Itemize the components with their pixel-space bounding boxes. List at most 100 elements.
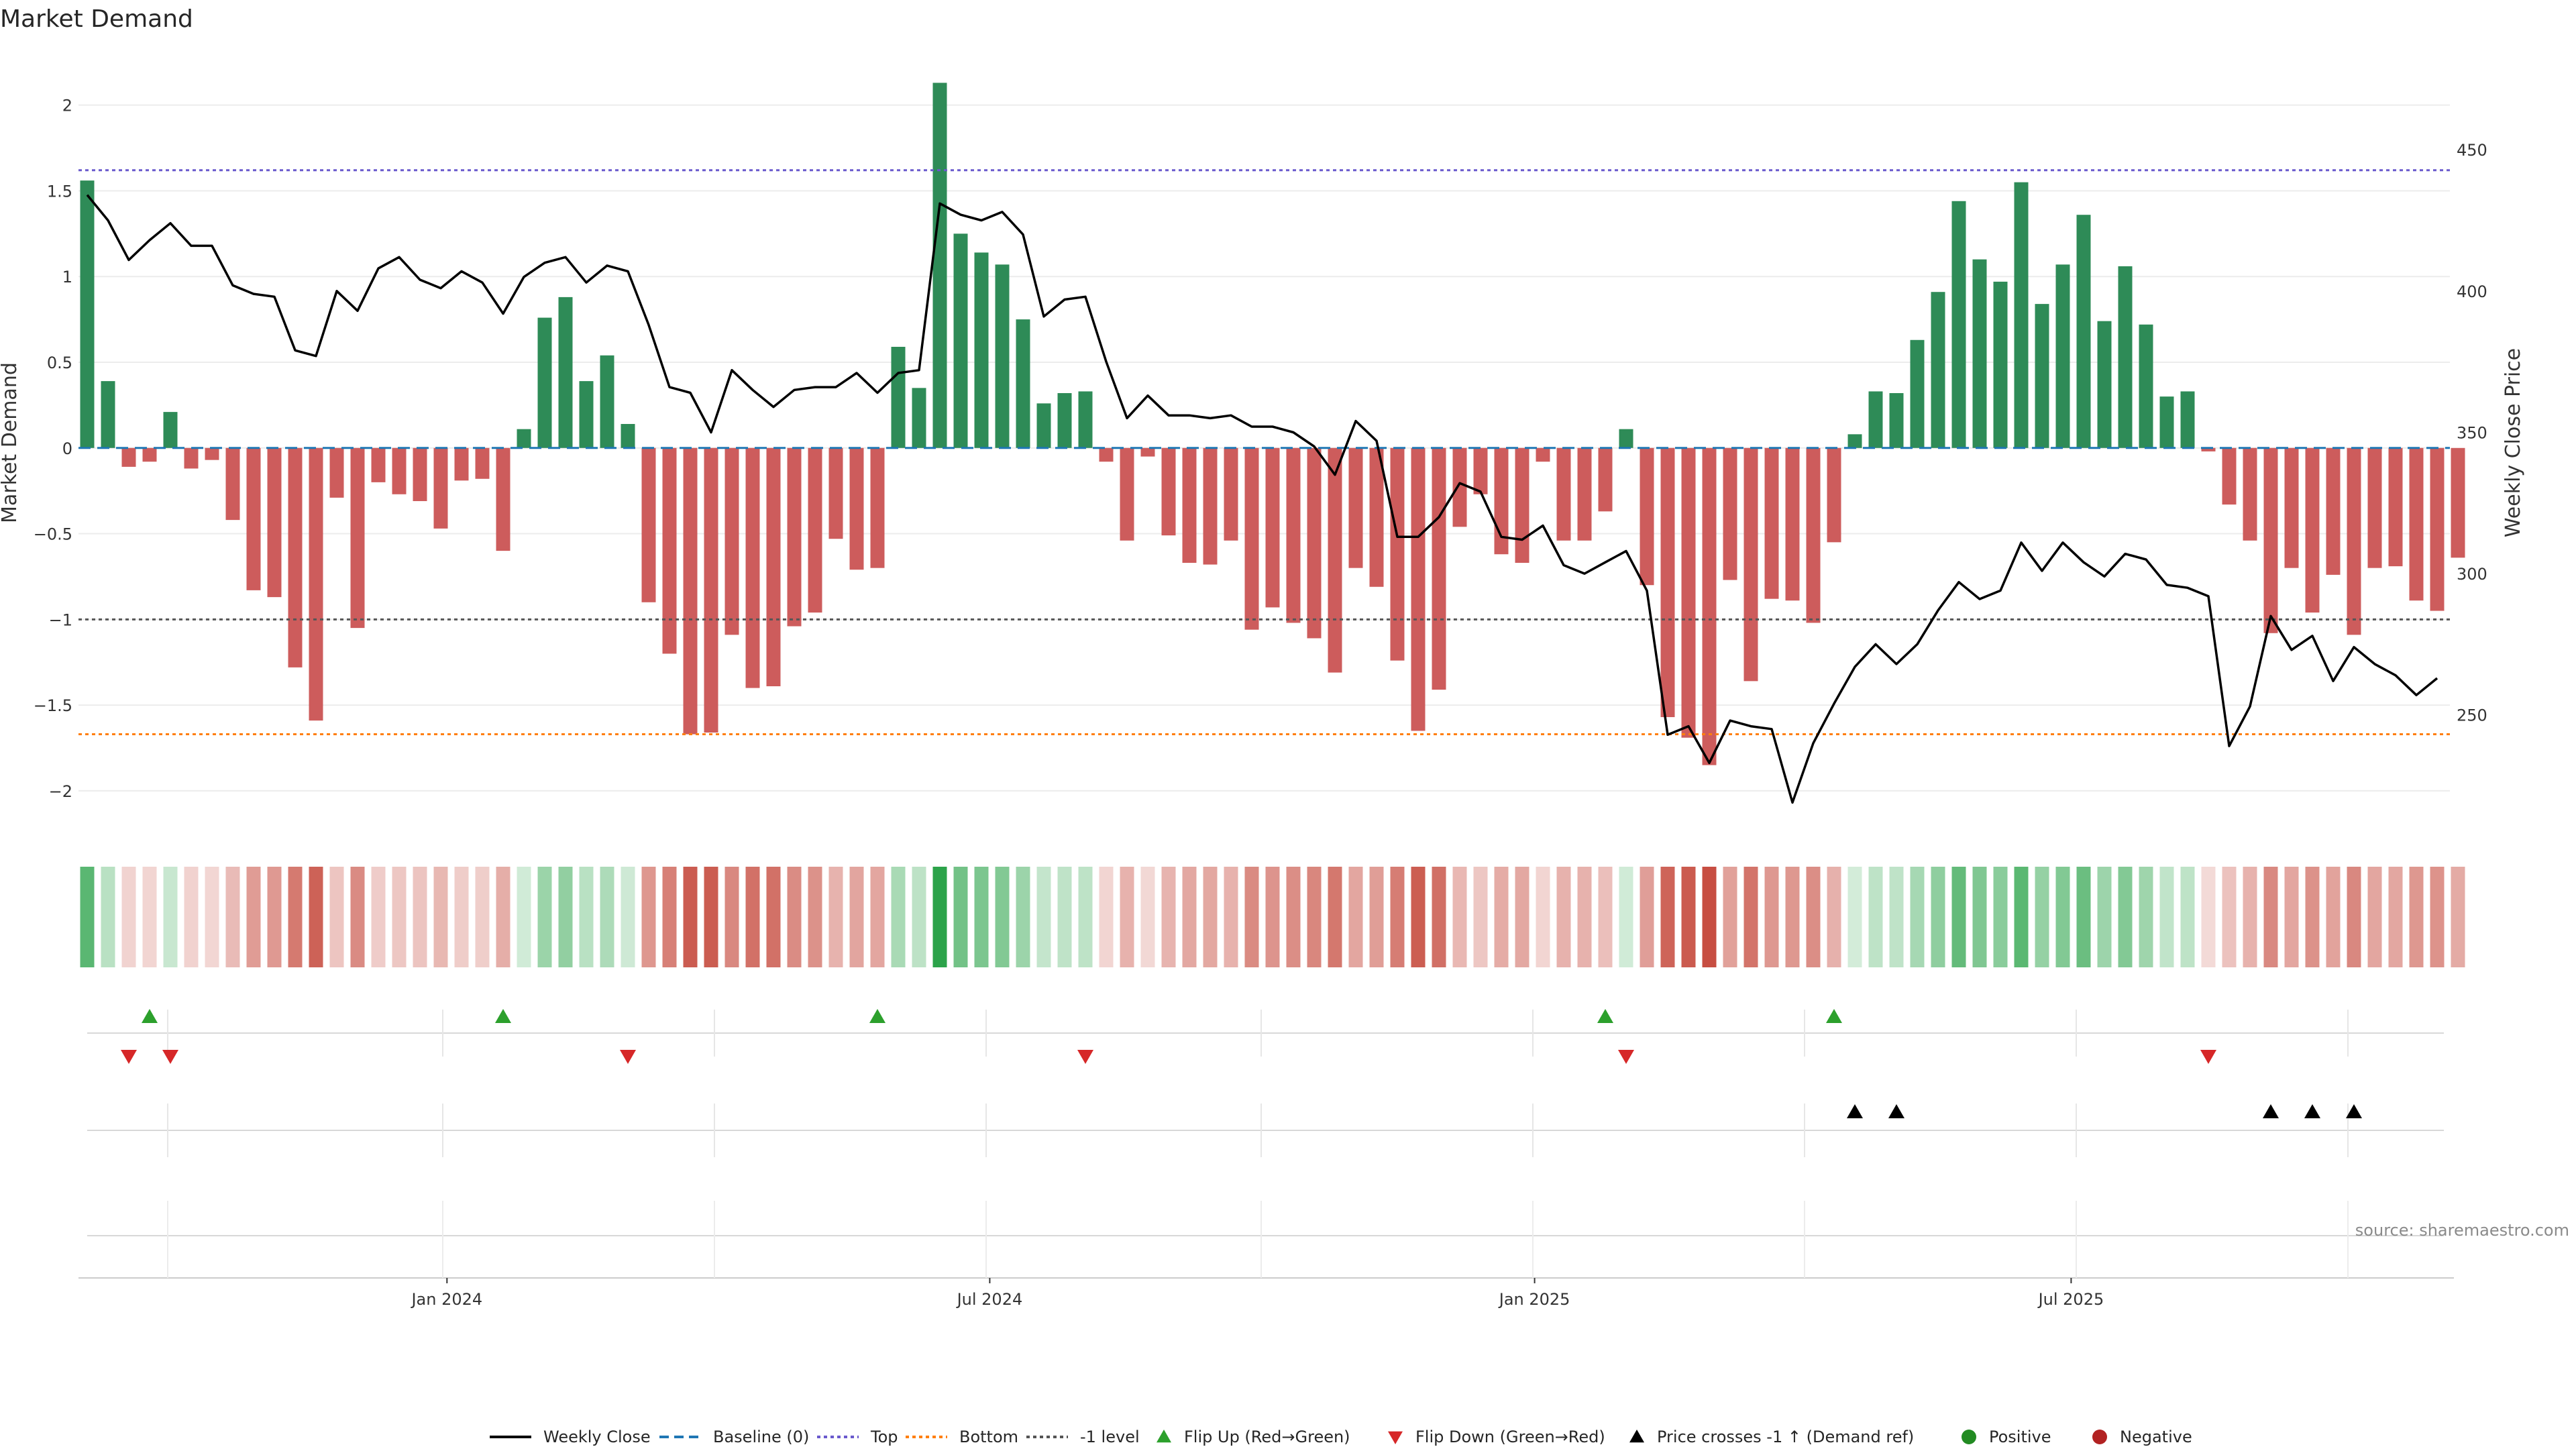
y-tick-label-left: 2 — [62, 97, 72, 115]
y-tick-label-right: 450 — [2457, 141, 2487, 160]
heat-cell — [1494, 867, 1509, 967]
heat-cell — [1016, 867, 1030, 967]
heat-cell — [1307, 867, 1322, 967]
heat-cell — [1057, 867, 1072, 967]
demand-bar — [413, 447, 427, 501]
y-tick-label-left: −0.5 — [34, 525, 72, 544]
demand-bar — [704, 447, 718, 733]
demand-bar — [2430, 447, 2445, 611]
demand-bar — [953, 233, 968, 448]
heat-cell — [2430, 867, 2445, 967]
price-cross-marker — [2346, 1104, 2362, 1118]
heat-cell — [558, 867, 573, 967]
y-tick-label-right: 400 — [2457, 282, 2487, 301]
demand-bar — [1057, 393, 1072, 448]
demand-bar — [766, 447, 781, 686]
demand-bar — [1702, 447, 1717, 765]
heat-cell — [1432, 867, 1446, 967]
heat-cell — [1577, 867, 1592, 967]
demand-bar — [1390, 447, 1405, 661]
demand-bar — [1764, 447, 1779, 599]
heat-cell — [1224, 867, 1238, 967]
demand-bar — [2180, 391, 2195, 448]
heat-cell — [2367, 867, 2382, 967]
heat-cell — [413, 867, 427, 967]
demand-bar — [1078, 391, 1093, 448]
demand-bar — [1910, 339, 1925, 448]
legend-label: Flip Down (Green→Red) — [1415, 1428, 1605, 1446]
demand-bar — [1577, 447, 1592, 541]
demand-bar — [1681, 447, 1696, 738]
heat-cell — [621, 867, 635, 967]
demand-bar — [1411, 447, 1426, 731]
demand-bar — [2118, 266, 2133, 448]
heat-cell — [2139, 867, 2153, 967]
heat-cell — [1910, 867, 1925, 967]
demand-bar — [163, 412, 178, 448]
legend-swatch — [2092, 1430, 2107, 1444]
legend-swatch — [1629, 1430, 1644, 1443]
demand-bar — [1016, 319, 1030, 448]
flip-down-marker — [1618, 1050, 1634, 1064]
legend-item: Positive — [1962, 1428, 2051, 1446]
demand-bar — [1515, 447, 1529, 563]
price-cross-marker — [2263, 1104, 2279, 1118]
demand-bar — [1265, 447, 1280, 608]
x-tick-label: Jul 2024 — [956, 1290, 1023, 1309]
demand-bar — [787, 447, 802, 627]
heat-cell — [1265, 867, 1280, 967]
demand-bar — [1140, 447, 1155, 457]
demand-bar — [870, 447, 885, 568]
demand-bar — [1598, 447, 1613, 512]
heat-cell — [2035, 867, 2049, 967]
heat-cell — [828, 867, 843, 967]
flip-up-marker — [495, 1009, 511, 1023]
demand-bar — [392, 447, 407, 494]
legend-label: Flip Up (Red→Green) — [1184, 1428, 1350, 1446]
demand-bar — [745, 447, 760, 688]
heat-cell — [745, 867, 760, 967]
y-tick-label-right: 350 — [2457, 423, 2487, 442]
heat-cell — [329, 867, 344, 967]
price-cross-marker — [1847, 1104, 1863, 1118]
price-cross-marker — [1888, 1104, 1904, 1118]
demand-bar — [1806, 447, 1821, 623]
x-tick-label: Jul 2025 — [2037, 1290, 2104, 1309]
demand-bar — [1536, 447, 1550, 462]
reference-lines — [78, 169, 2450, 736]
heat-cell — [454, 867, 469, 967]
demand-bar — [267, 447, 282, 598]
heat-cell — [205, 867, 219, 967]
demand-bar — [1369, 447, 1384, 587]
demand-bar — [974, 252, 989, 448]
heat-cell — [1785, 867, 1800, 967]
heat-cell — [2305, 867, 2320, 967]
heat-cell — [787, 867, 802, 967]
demand-bar — [142, 447, 157, 462]
legend-label: Negative — [2120, 1428, 2192, 1446]
demand-bar — [724, 447, 739, 635]
heat-cell — [1140, 867, 1155, 967]
demand-bar — [600, 355, 614, 448]
heat-cell — [433, 867, 448, 967]
legend-item: Negative — [2092, 1428, 2192, 1446]
demand-bar — [205, 447, 219, 460]
flip-down-marker — [1077, 1050, 1093, 1064]
heat-cell — [766, 867, 781, 967]
demand-bar — [1847, 434, 1862, 448]
heat-cell — [2180, 867, 2195, 967]
heat-cell — [2055, 867, 2070, 967]
demand-bar — [1224, 447, 1238, 541]
heat-cell — [579, 867, 594, 967]
heat-cell — [371, 867, 386, 967]
event-markers — [78, 1009, 2454, 1279]
y-tick-label-left: −1 — [49, 610, 72, 629]
demand-bar — [1036, 403, 1051, 448]
heat-cell — [2347, 867, 2361, 967]
demand-bar — [2055, 264, 2070, 448]
y-tick-label-left: 0 — [62, 439, 72, 458]
heat-cell — [1036, 867, 1051, 967]
flip-down-marker — [620, 1050, 636, 1064]
heat-cell — [2159, 867, 2174, 967]
